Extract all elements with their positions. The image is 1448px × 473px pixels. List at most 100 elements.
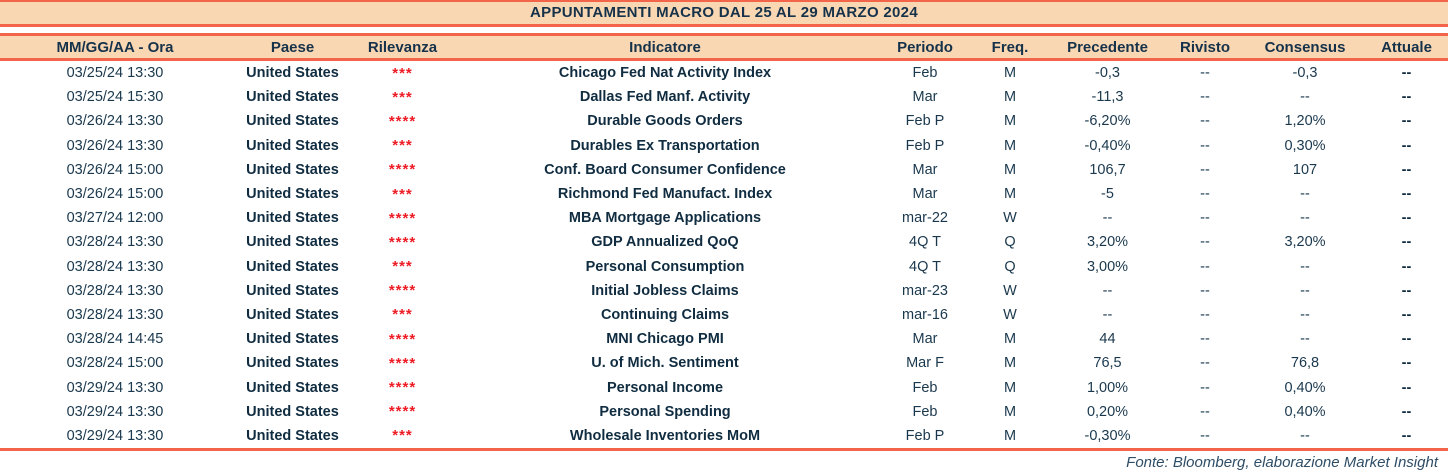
table-row: 03/28/24 13:30 United States *** Personal C… (0, 255, 1448, 279)
column-header-country: Paese (230, 34, 355, 61)
cell-consensus: 1,20% (1284, 113, 1326, 130)
table-row: 03/28/24 15:00 United States **** U. of Mic… (0, 351, 1448, 375)
column-header-previous: Precedente (1050, 34, 1165, 61)
cell-previous: 3,20% (1086, 234, 1129, 251)
cell-relevance: **** (388, 161, 417, 179)
cell-consensus: -- (1300, 89, 1310, 106)
cell-frequency: M (1003, 403, 1017, 420)
column-header-revised: Rivisto (1165, 34, 1245, 61)
cell-country: United States (246, 306, 339, 323)
cell-indicator: Chicago Fed Nat Activity Index (558, 65, 772, 82)
cell-consensus: -- (1300, 258, 1310, 275)
macro-calendar-table: MM/GG/AA - Ora Paese Rilevanza Indicator… (0, 33, 1448, 451)
cell-indicator: Durable Goods Orders (587, 113, 743, 130)
cell-actual: -- (1401, 403, 1412, 420)
cell-actual: -- (1401, 186, 1412, 203)
cell-previous: -0,40% (1084, 137, 1131, 154)
title-separator (0, 27, 1448, 33)
cell-period: Mar (912, 89, 938, 106)
cell-frequency: M (1003, 65, 1017, 82)
cell-date-time: 03/28/24 13:30 (66, 258, 164, 275)
cell-revised: -- (1200, 161, 1210, 178)
cell-relevance: *** (392, 306, 413, 324)
cell-period: Feb (912, 403, 938, 420)
column-header-relevance: Rilevanza (355, 34, 450, 61)
cell-actual: -- (1401, 331, 1412, 348)
cell-indicator: Dallas Fed Manf. Activity (579, 89, 751, 106)
cell-consensus: 0,40% (1284, 403, 1326, 420)
cell-frequency: M (1003, 355, 1017, 372)
cell-country: United States (246, 258, 339, 275)
cell-indicator: Personal Income (606, 379, 724, 396)
cell-country: United States (246, 161, 339, 178)
cell-relevance: *** (392, 88, 413, 106)
cell-previous: -5 (1101, 186, 1114, 203)
cell-country: United States (246, 234, 339, 251)
cell-frequency: M (1003, 113, 1017, 130)
cell-previous: -0,30% (1084, 427, 1131, 444)
cell-previous: -- (1102, 282, 1113, 299)
cell-date-time: 03/28/24 13:30 (66, 282, 164, 299)
cell-period: mar-23 (902, 282, 948, 299)
cell-indicator: Initial Jobless Claims (591, 282, 739, 299)
column-header-indicator: Indicatore (450, 34, 880, 61)
cell-relevance: *** (392, 258, 413, 276)
cell-previous: -- (1102, 210, 1113, 227)
cell-actual: -- (1401, 258, 1412, 275)
cell-consensus: 107 (1292, 161, 1318, 178)
cell-relevance: *** (392, 185, 413, 203)
cell-date-time: 03/26/24 15:00 (66, 161, 164, 178)
cell-country: United States (246, 403, 339, 420)
cell-indicator: Continuing Claims (600, 306, 730, 323)
cell-consensus: -- (1300, 427, 1310, 444)
cell-actual: -- (1401, 306, 1412, 323)
column-header-period: Periodo (880, 34, 970, 61)
cell-actual: -- (1401, 379, 1412, 396)
cell-frequency: M (1003, 379, 1017, 396)
cell-revised: -- (1200, 403, 1210, 420)
cell-frequency: M (1003, 89, 1017, 106)
cell-relevance: **** (388, 282, 417, 300)
table-body: 03/25/24 13:30 United States *** Chicago Fe… (0, 60, 1448, 450)
cell-date-time: 03/29/24 13:30 (66, 379, 164, 396)
cell-previous: 1,00% (1086, 379, 1129, 396)
cell-revised: -- (1200, 379, 1210, 396)
cell-actual: -- (1401, 210, 1412, 227)
cell-country: United States (246, 282, 339, 299)
cell-actual: -- (1401, 234, 1412, 251)
table-row: 03/28/24 13:30 United States *** Continuing… (0, 303, 1448, 327)
table-row: 03/28/24 13:30 United States **** Initial J… (0, 279, 1448, 303)
cell-revised: -- (1200, 186, 1210, 203)
table-row: 03/26/24 13:30 United States **** Durable G… (0, 109, 1448, 133)
cell-consensus: -0,3 (1292, 65, 1318, 82)
cell-period: Feb P (905, 137, 945, 154)
cell-consensus: 0,40% (1284, 379, 1326, 396)
cell-actual: -- (1401, 355, 1412, 372)
cell-relevance: *** (392, 137, 413, 155)
cell-previous: -6,20% (1084, 113, 1131, 130)
cell-country: United States (246, 186, 339, 203)
cell-revised: -- (1200, 89, 1210, 106)
cell-relevance: **** (388, 233, 417, 251)
cell-date-time: 03/26/24 13:30 (66, 137, 164, 154)
cell-revised: -- (1200, 65, 1210, 82)
cell-indicator: Conf. Board Consumer Confidence (544, 161, 786, 178)
cell-period: Mar (912, 161, 938, 178)
cell-indicator: GDP Annualized QoQ (591, 234, 739, 251)
cell-revised: -- (1200, 306, 1210, 323)
cell-revised: -- (1200, 210, 1210, 227)
cell-frequency: W (1003, 306, 1017, 323)
cell-period: Mar (912, 186, 938, 203)
cell-country: United States (246, 355, 339, 372)
cell-relevance: *** (392, 427, 413, 445)
cell-frequency: M (1003, 186, 1017, 203)
footer: Fonte: Bloomberg, elaborazione Market In… (0, 451, 1448, 473)
cell-date-time: 03/28/24 13:30 (66, 306, 164, 323)
cell-consensus: -- (1300, 210, 1310, 227)
cell-revised: -- (1200, 282, 1210, 299)
cell-relevance: **** (388, 330, 417, 348)
cell-frequency: W (1003, 282, 1017, 299)
cell-consensus: -- (1300, 282, 1310, 299)
cell-indicator: Richmond Fed Manufact. Index (557, 186, 773, 203)
cell-consensus: -- (1300, 186, 1310, 203)
